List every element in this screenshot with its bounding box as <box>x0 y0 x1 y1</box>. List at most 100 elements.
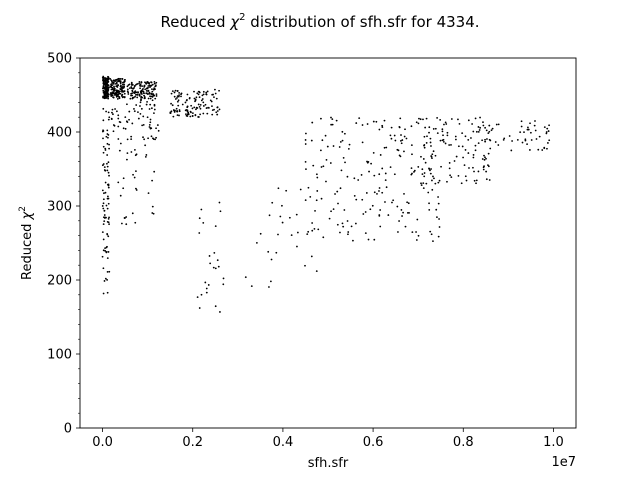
scatter-point <box>362 213 365 215</box>
scatter-point <box>180 93 182 96</box>
scatter-point <box>473 170 475 173</box>
scatter-point <box>143 84 146 87</box>
y-axis-label-power: 2 <box>18 206 28 212</box>
scatter-point <box>141 93 143 95</box>
scatter-point <box>378 173 381 176</box>
scatter-point <box>119 80 122 83</box>
scatter-point <box>107 221 110 224</box>
scatter-point <box>353 177 356 180</box>
scatter-point <box>399 155 402 158</box>
scatter-point <box>106 197 109 200</box>
scatter-point <box>482 124 485 127</box>
scatter-point <box>330 116 332 119</box>
scatter-point <box>444 142 447 145</box>
x-tick-label: 0.0 <box>92 435 113 450</box>
scatter-point <box>402 211 404 214</box>
scatter-point <box>470 137 472 139</box>
scatter-point <box>244 276 247 279</box>
scatter-point <box>372 120 375 123</box>
scatter-point <box>403 150 405 153</box>
scatter-point <box>334 193 336 195</box>
scatter-point <box>155 95 158 97</box>
scatter-point <box>384 179 387 182</box>
scatter-point <box>472 130 475 133</box>
scatter-point <box>304 264 306 267</box>
scatter-point <box>102 119 105 122</box>
scatter-point <box>205 291 208 294</box>
scatter-point <box>489 147 492 150</box>
scatter-point <box>206 112 209 115</box>
scatter-point <box>494 141 497 143</box>
scatter-point <box>281 204 283 207</box>
scatter-point <box>111 108 114 111</box>
scatter-point <box>315 173 318 176</box>
scatter-point <box>112 96 115 99</box>
scatter-point <box>437 196 439 198</box>
scatter-point <box>112 89 115 92</box>
scatter-point <box>336 190 339 193</box>
scatter-point <box>177 99 180 102</box>
scatter-point <box>187 113 190 116</box>
scatter-point <box>142 136 144 139</box>
scatter-point <box>361 141 364 144</box>
scatter-point <box>194 114 197 117</box>
scatter-point <box>196 296 199 299</box>
scatter-point <box>103 214 106 216</box>
scatter-point <box>420 182 422 185</box>
scatter-point <box>211 105 213 108</box>
scatter-point <box>115 92 118 95</box>
scatter-point <box>198 232 201 234</box>
scatter-point <box>148 123 151 126</box>
scatter-point <box>385 146 388 149</box>
scatter-point <box>151 88 153 91</box>
scatter-point <box>427 191 430 194</box>
scatter-point <box>439 139 442 142</box>
scatter-point <box>472 166 474 169</box>
scatter-point <box>474 144 477 147</box>
scatter-point <box>425 182 428 185</box>
scatter-point <box>322 165 325 168</box>
scatter-point <box>444 121 447 124</box>
scatter-point <box>137 117 140 120</box>
scatter-point <box>132 173 134 176</box>
chart-title: Reduced χ2 distribution of sfh.sfr for 4… <box>160 12 479 31</box>
scatter-point <box>114 80 116 83</box>
scatter-point <box>410 167 413 170</box>
scatter-point <box>381 191 384 194</box>
scatter-point <box>435 208 438 211</box>
scatter-point <box>468 167 470 169</box>
scatter-point <box>153 112 155 114</box>
scatter-point <box>288 216 291 219</box>
scatter-point <box>103 217 106 219</box>
scatter-point <box>421 173 424 176</box>
scatter-point <box>411 153 413 156</box>
scatter-point <box>428 208 431 211</box>
scatter-point <box>142 90 145 93</box>
scatter-point <box>121 83 124 86</box>
scatter-point <box>104 90 107 92</box>
scatter-point <box>184 101 187 104</box>
scatter-point <box>420 155 422 158</box>
scatter-point <box>305 168 307 170</box>
scatter-point <box>106 78 109 81</box>
scatter-point <box>110 79 113 82</box>
scatter-point <box>371 204 374 207</box>
scatter-point <box>364 211 367 213</box>
scatter-point <box>430 168 432 170</box>
scatter-point <box>375 120 378 123</box>
scatter-point <box>372 151 375 154</box>
scatter-point <box>149 121 152 124</box>
scatter-point <box>122 177 125 180</box>
scatter-point <box>105 110 108 113</box>
scatter-point <box>171 104 174 107</box>
scatter-point <box>524 138 527 141</box>
scatter-point <box>102 151 105 154</box>
scatter-point <box>214 92 217 95</box>
scatter-point <box>147 85 150 87</box>
scatter-point <box>145 82 147 84</box>
scatter-point <box>401 139 404 141</box>
scatter-point <box>378 190 380 192</box>
scatter-point <box>429 230 432 233</box>
scatter-point <box>439 118 442 121</box>
scatter-point <box>434 127 437 130</box>
